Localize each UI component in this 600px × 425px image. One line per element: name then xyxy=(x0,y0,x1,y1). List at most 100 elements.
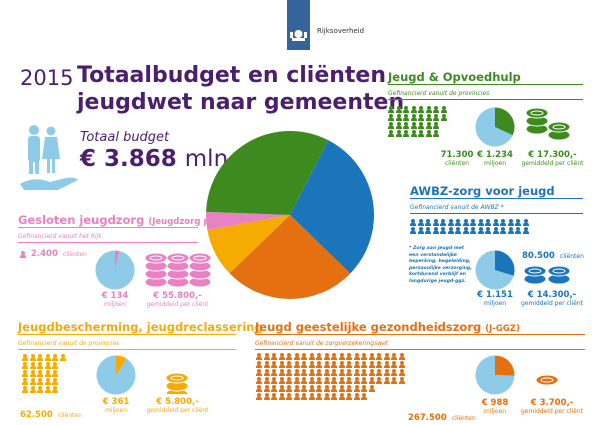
person-icon xyxy=(44,362,51,369)
person-icon xyxy=(361,385,367,392)
person-icon xyxy=(388,114,394,121)
person-icon xyxy=(388,106,394,113)
person-icon xyxy=(418,130,424,137)
section-title-jeugd: Jeugd & Opvoedhulp xyxy=(388,70,583,85)
person-icon xyxy=(470,227,476,234)
person-icon xyxy=(353,369,360,376)
pie-jb xyxy=(96,355,136,395)
section-subtitle-awbz: Gefinancierd vanuit de AWBZ * xyxy=(410,202,583,214)
client-icons-awbz xyxy=(410,219,529,234)
person-icon xyxy=(432,227,439,234)
person-icon xyxy=(52,378,58,385)
person-icon xyxy=(346,385,352,392)
person-icon xyxy=(383,361,390,368)
person-icon xyxy=(398,369,405,376)
person-icon xyxy=(29,386,36,393)
person-icon xyxy=(395,130,402,137)
person-icon xyxy=(391,353,397,360)
person-icon xyxy=(44,370,51,377)
person-icon xyxy=(316,361,322,368)
title-line-2: jeugdwet naar gemeenten xyxy=(77,90,405,115)
page-title: Totaalbudget en cliënten jeugdwet naar ge… xyxy=(77,62,404,116)
person-icon xyxy=(263,385,270,392)
pie-share xyxy=(116,355,127,375)
person-icon xyxy=(440,219,446,226)
person-icon xyxy=(433,122,439,129)
person-icon xyxy=(308,361,315,368)
person-icon xyxy=(447,219,454,226)
person-icon xyxy=(22,370,28,377)
person-icon xyxy=(286,385,292,392)
person-icon xyxy=(293,377,300,384)
coins-icon xyxy=(526,107,571,141)
person-icon xyxy=(263,377,270,384)
person-icon xyxy=(346,353,352,360)
person-icon xyxy=(301,369,307,376)
person-icon xyxy=(323,353,330,360)
person-icon xyxy=(418,122,424,129)
person-icon xyxy=(417,219,424,226)
total-budget-amount: € 3.868 xyxy=(80,146,177,172)
pie-gesloten xyxy=(95,250,135,290)
person-icon xyxy=(256,369,262,376)
person-icon xyxy=(368,353,375,360)
person-icon xyxy=(410,227,416,234)
clients-gesloten: 2.400 cliënten xyxy=(20,249,87,259)
person-icon xyxy=(271,361,277,368)
person-icon xyxy=(301,393,307,400)
clients-jb: 62.500 cliënten xyxy=(20,410,82,420)
person-icon xyxy=(368,377,375,384)
person-icon xyxy=(316,385,322,392)
person-icon xyxy=(308,369,315,376)
person-icon xyxy=(338,393,345,400)
person-icon xyxy=(418,106,424,113)
section-title-jb: Jeugdbescherming, jeugdreclassering xyxy=(18,320,263,335)
person-icon xyxy=(433,130,439,137)
person-icon xyxy=(522,219,529,226)
person-icon xyxy=(361,361,367,368)
person-icon xyxy=(485,219,491,226)
person-icon xyxy=(346,377,352,384)
person-icon xyxy=(331,369,337,376)
person-icon xyxy=(418,114,424,121)
person-icon xyxy=(376,369,382,376)
person-icon xyxy=(22,386,28,393)
section-subtitle-jb: Gefinancierd vanuit de provincies xyxy=(18,338,236,350)
person-icon xyxy=(346,361,352,368)
person-icon xyxy=(470,219,476,226)
pie-slice-2 xyxy=(229,215,351,299)
person-icon xyxy=(316,377,322,384)
person-icon xyxy=(425,122,432,129)
person-icon xyxy=(338,369,345,376)
person-icon xyxy=(59,354,66,361)
person-icon xyxy=(353,385,360,392)
person-icon xyxy=(22,362,28,369)
person-icon xyxy=(37,362,43,369)
person-icon xyxy=(500,219,506,226)
person-icon xyxy=(433,106,439,113)
pie-slice-3 xyxy=(207,215,290,274)
clients-awbz: 80.500 cliënten xyxy=(522,251,584,261)
person-icon xyxy=(398,353,405,360)
person-icon xyxy=(388,122,394,129)
person-icon xyxy=(263,369,270,376)
person-icon xyxy=(361,353,367,360)
pie-jggz xyxy=(475,355,515,395)
person-icon xyxy=(331,385,337,392)
person-icon xyxy=(29,378,36,385)
person-icon xyxy=(455,227,461,234)
person-icon xyxy=(308,353,315,360)
logo-text: Rijksoverheid xyxy=(317,27,365,35)
person-icon xyxy=(293,361,300,368)
person-icon xyxy=(338,385,345,392)
person-icon xyxy=(477,227,484,234)
person-icon xyxy=(462,219,469,226)
person-icon xyxy=(293,393,300,400)
budget-gesloten: € 134 miljoen xyxy=(101,291,129,308)
person-icon xyxy=(425,130,432,137)
person-icon xyxy=(398,377,405,384)
client-icons-jeugd xyxy=(388,106,447,137)
person-icon xyxy=(507,219,514,226)
person-icon xyxy=(403,106,409,113)
person-icon xyxy=(403,122,409,129)
